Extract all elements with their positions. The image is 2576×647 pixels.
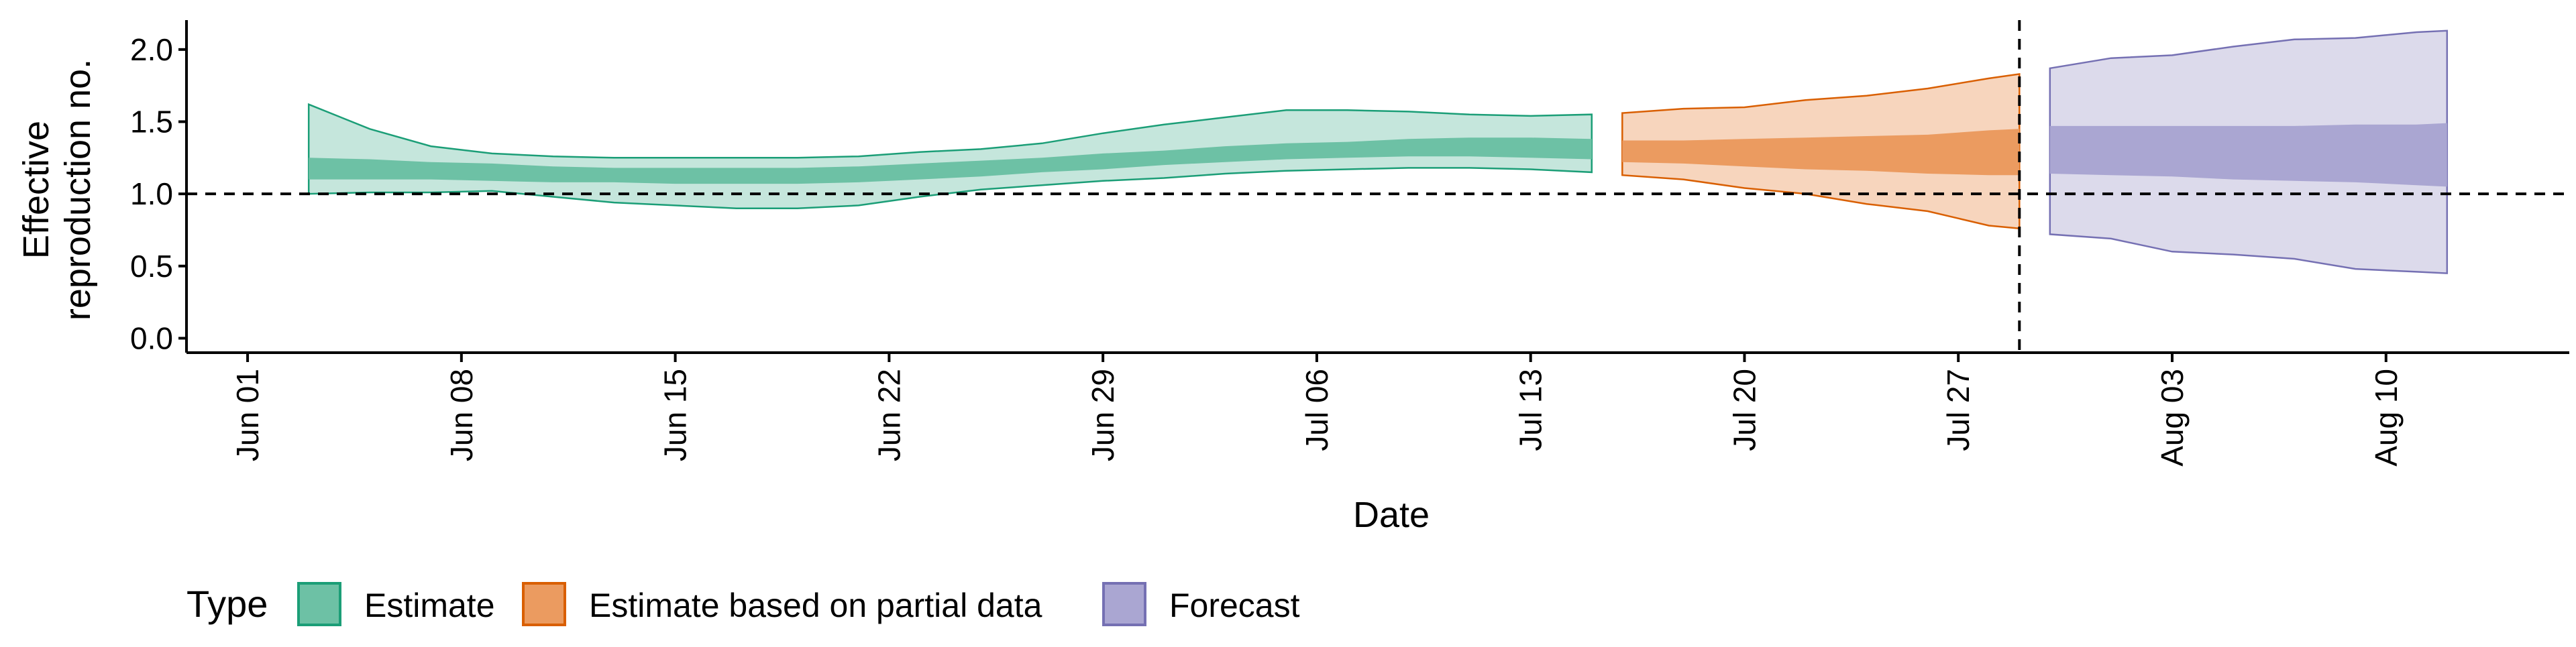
x-tick-label: Jun 29: [1085, 369, 1120, 461]
y-axis-title-line: reproduction no.: [58, 59, 98, 320]
y-tick-label: 2.0: [130, 32, 173, 67]
y-tick-label: 1.5: [130, 104, 173, 139]
y-tick-label: 0.0: [130, 320, 173, 355]
band-inner-forecast: [2049, 123, 2447, 187]
legend-label: Estimate: [364, 587, 495, 624]
legend-key: [1102, 582, 1146, 626]
y-axis-title-line: Effective: [16, 121, 56, 259]
x-tick-label: Jun 15: [658, 369, 693, 461]
x-tick-label: Aug 03: [2155, 369, 2190, 467]
x-tick-label: Jun 22: [871, 369, 906, 461]
band-inner-estimate: [309, 137, 1592, 184]
x-tick-label: Jul 27: [1941, 369, 1976, 451]
x-tick-label: Jun 08: [444, 369, 479, 461]
y-tick-label: 0.5: [130, 249, 173, 284]
legend-label: Forecast: [1169, 587, 1300, 624]
axis-labels: 0.0 0.5 1.0 1.5 2.0 Jun 01 Jun 08 Jun 15 Jun 22 J…: [16, 32, 2404, 535]
legend-title: Type: [186, 583, 268, 625]
x-axis-title: Date: [1353, 495, 1430, 535]
reference-lines: [186, 20, 2569, 353]
legend-key: [297, 582, 341, 626]
legend-label: Estimate based on partial data: [589, 587, 1042, 624]
bands-layer: [307, 30, 2449, 274]
axes: [178, 20, 2569, 362]
x-tick-label: Jul 13: [1513, 369, 1548, 451]
y-axis-title: Effective reproduction no.: [16, 59, 98, 320]
x-tick-label: Jul 20: [1727, 369, 1762, 451]
x-tick-label: Jul 06: [1299, 369, 1334, 451]
legend-key: [522, 582, 566, 626]
band-inner-estimate-based-on-partial-data: [1622, 129, 2020, 176]
x-tick-label: Jun 01: [230, 369, 265, 461]
x-tick-label: Aug 10: [2369, 369, 2404, 467]
y-tick-label: 1.0: [130, 176, 173, 211]
legend: Type Estimate Estimate based on partial da…: [186, 582, 1300, 626]
